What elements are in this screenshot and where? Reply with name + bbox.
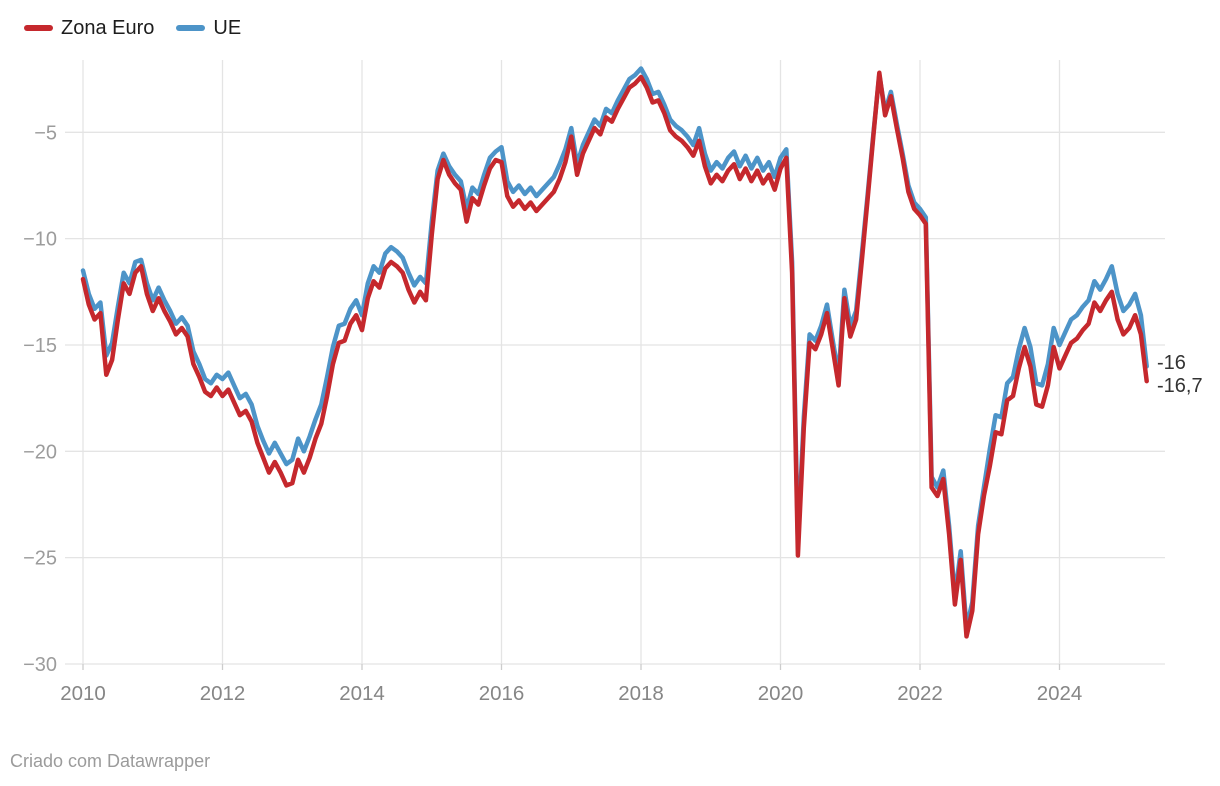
legend-item-ue: UE [176,18,241,38]
legend-label-zona-euro: Zona Euro [61,17,155,39]
svg-text:2010: 2010 [60,682,106,705]
svg-text:−25: −25 [23,548,57,570]
zona-euro-line-swatch-icon [24,25,53,31]
svg-text:2014: 2014 [339,682,385,705]
svg-text:-16: -16 [1157,352,1186,374]
svg-text:−30: −30 [23,654,57,676]
svg-text:−15: −15 [23,335,57,357]
svg-text:2022: 2022 [897,682,943,705]
svg-text:-16,7: -16,7 [1157,375,1203,397]
svg-text:2012: 2012 [200,682,246,705]
legend-label-ue: UE [213,17,242,39]
ue-line-swatch-icon [176,25,206,31]
svg-text:−10: −10 [23,229,57,251]
svg-text:2020: 2020 [758,682,804,705]
attribution-link[interactable]: Criado com Datawrapper [10,751,211,771]
svg-text:2024: 2024 [1037,682,1083,705]
svg-text:−5: −5 [34,122,57,144]
legend: Zona Euro UE [24,18,241,38]
svg-text:−20: −20 [23,441,57,463]
legend-item-zona-euro: Zona Euro [24,18,154,38]
svg-text:2018: 2018 [618,682,664,705]
svg-text:2016: 2016 [479,682,525,705]
